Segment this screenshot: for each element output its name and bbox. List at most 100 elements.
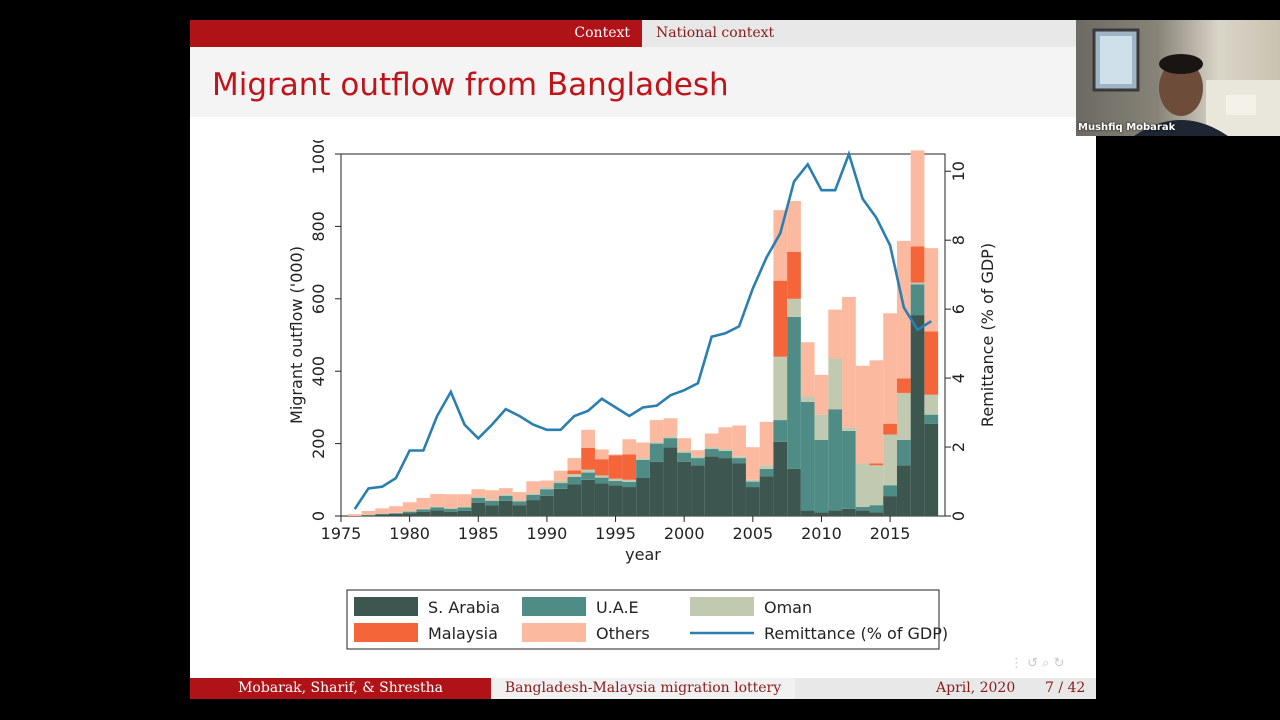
- webcam-video-tile[interactable]: Mushfiq Mobarak: [1076, 20, 1280, 136]
- bar-s-arabia-2008: [787, 468, 801, 516]
- bar-u-a-e-1997: [636, 459, 650, 478]
- bar-s-arabia-2003: [718, 458, 733, 516]
- y2-tick-label-8: 8: [949, 235, 968, 245]
- y2-tick-label-6: 6: [949, 304, 968, 314]
- beamer-nav-icons[interactable]: ⋮ ↺ ⌕ ↻: [1010, 656, 1065, 671]
- bar-others-2010: [814, 374, 829, 415]
- bar-s-arabia-1982: [430, 510, 444, 516]
- legend-label-s-arabia: S. Arabia: [428, 598, 500, 617]
- bar-s-arabia-1995: [608, 485, 623, 516]
- bar-s-arabia-1985: [471, 502, 486, 516]
- y-tick-label-0: 0: [309, 511, 328, 521]
- bar-s-arabia-2014: [869, 512, 884, 516]
- webcam-scene-icon: [1092, 28, 1280, 136]
- bar-s-arabia-1986: [485, 505, 499, 516]
- bar-malaysia-2014: [869, 463, 884, 466]
- bar-oman-1998: [649, 441, 664, 444]
- bar-others-2002: [704, 433, 719, 448]
- x-tick-label-1975: 1975: [321, 524, 362, 543]
- slide: Context National context Migrant outflow…: [190, 20, 1096, 699]
- bar-malaysia-2018: [924, 331, 939, 395]
- bar-u-a-e-2010: [814, 439, 829, 513]
- bar-oman-1999: [663, 436, 678, 439]
- nav-section-active[interactable]: Context: [190, 20, 642, 47]
- bar-u-a-e-2009: [800, 401, 815, 511]
- bar-u-a-e-1996: [622, 481, 637, 488]
- bar-s-arabia-1998: [649, 461, 664, 516]
- bar-oman-1992: [567, 474, 582, 477]
- bar-malaysia-1994: [594, 459, 609, 476]
- bar-s-arabia-1991: [553, 488, 568, 516]
- bar-oman-1985: [471, 496, 486, 498]
- bar-u-a-e-1991: [553, 483, 568, 489]
- bar-oman-1996: [622, 479, 637, 482]
- bar-others-1992: [567, 458, 582, 471]
- bar-oman-2002: [704, 447, 719, 450]
- bar-s-arabia-1981: [416, 511, 431, 516]
- y-tick-label-200: 200: [309, 428, 328, 459]
- bar-malaysia-1995: [608, 455, 623, 479]
- nav-subsection-label[interactable]: National context: [656, 25, 775, 41]
- bar-others-1990: [540, 480, 554, 488]
- x-tick-label-1985: 1985: [458, 524, 499, 543]
- bar-malaysia-2017: [910, 246, 925, 283]
- bar-others-1978: [375, 508, 390, 514]
- bar-s-arabia-1993: [581, 479, 595, 516]
- bar-s-arabia-1984: [457, 510, 472, 516]
- y2-tick-label-10: 10: [949, 161, 968, 181]
- bar-oman-1982: [430, 506, 444, 508]
- bar-u-a-e-2002: [704, 449, 719, 457]
- bar-u-a-e-1984: [457, 507, 472, 511]
- y2-axis-title: Remittance (% of GDP): [978, 243, 997, 427]
- bar-oman-2007: [773, 356, 788, 421]
- footer-page-number: 7 / 42: [1045, 680, 1086, 696]
- bar-others-1986: [485, 490, 499, 500]
- x-tick-label-2010: 2010: [801, 524, 842, 543]
- bar-u-a-e-1979: [389, 513, 403, 514]
- bar-s-arabia-2001: [691, 465, 705, 516]
- bar-s-arabia-1977: [361, 515, 376, 516]
- bar-oman-1984: [457, 506, 472, 508]
- bar-u-a-e-1987: [498, 495, 513, 501]
- legend-label-u-a-e: U.A.E: [596, 598, 639, 617]
- slide-footer: Mobarak, Sharif, & Shrestha Bangladesh-M…: [190, 678, 1096, 699]
- legend-label-others: Others: [596, 624, 650, 643]
- bar-s-arabia-2005: [745, 487, 760, 516]
- bar-others-1987: [498, 488, 513, 495]
- bar-u-a-e-2018: [924, 414, 939, 424]
- bar-u-a-e-1980: [402, 511, 417, 514]
- bar-oman-2003: [718, 449, 733, 451]
- bar-others-2006: [759, 421, 774, 466]
- bar-others-2004: [732, 425, 746, 457]
- bar-oman-1981: [416, 508, 431, 510]
- bar-oman-1990: [540, 487, 554, 490]
- bar-s-arabia-2016: [896, 465, 911, 516]
- bar-others-2007: [773, 210, 788, 281]
- bar-u-a-e-1993: [581, 472, 595, 480]
- bar-u-a-e-2005: [745, 481, 760, 488]
- bar-others-2014: [869, 360, 884, 464]
- bar-u-a-e-1992: [567, 476, 582, 485]
- bar-oman-1994: [594, 475, 609, 478]
- bar-u-a-e-2006: [759, 468, 774, 477]
- remittance-line: [353, 149, 932, 510]
- y-tick-label-400: 400: [309, 356, 328, 387]
- bar-others-2018: [924, 248, 939, 332]
- bar-u-a-e-1985: [471, 497, 486, 503]
- bar-s-arabia-2006: [759, 476, 774, 516]
- bar-oman-1991: [553, 480, 568, 484]
- bar-others-1991: [553, 470, 568, 481]
- bar-others-2008: [787, 201, 801, 252]
- bar-oman-2018: [924, 394, 939, 415]
- x-tick-label-2000: 2000: [664, 524, 705, 543]
- bar-oman-1987: [498, 494, 513, 496]
- bar-s-arabia-1978: [375, 514, 390, 516]
- bar-others-1980: [402, 502, 417, 511]
- bar-others-1979: [389, 506, 403, 513]
- bar-s-arabia-1992: [567, 484, 582, 516]
- legend-key-oman: [690, 597, 754, 616]
- bar-u-a-e-1994: [594, 477, 609, 484]
- bar-others-1988: [512, 492, 527, 501]
- bar-malaysia-2007: [773, 280, 788, 357]
- bar-u-a-e-2001: [691, 458, 705, 466]
